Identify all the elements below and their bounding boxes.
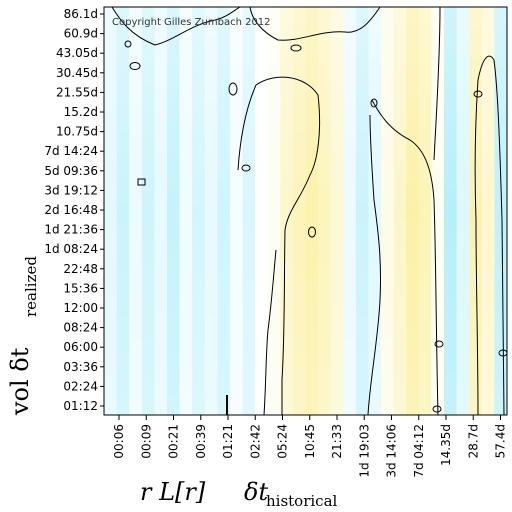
plot-frame	[103, 6, 508, 416]
y-tick-label: 30.45d	[56, 66, 98, 80]
y-tick-label: 02:24	[63, 379, 98, 393]
y-tick-label: 15:36	[63, 281, 98, 295]
y-tick-label: 3d 19:12	[44, 183, 98, 197]
contour-island-4	[137, 178, 146, 186]
x-axis-title-main: δt	[244, 478, 268, 506]
x-tick-label: 7d 04:12	[412, 424, 426, 478]
y-axis-title: vol δt realized	[6, 256, 40, 416]
y-axis-title-main: vol δt	[6, 347, 34, 416]
contour-island-5	[308, 226, 316, 238]
y-tick-label: 01:12	[63, 399, 98, 413]
y-tick-label: 2d 16:48	[44, 203, 98, 217]
x-tick-label: 21:33	[330, 424, 344, 459]
contour-line-8	[474, 55, 505, 415]
x-axis-prefix: r L[r]	[140, 478, 206, 506]
y-tick-label: 06:00	[63, 340, 98, 354]
x-tick-label: 02:42	[248, 424, 262, 459]
y-tick-label: 43.05d	[56, 46, 98, 60]
y-tick-label: 15.2d	[64, 105, 98, 119]
y-tick-label: 08:24	[63, 321, 98, 335]
y-tick-label: 03:36	[63, 360, 98, 374]
contour-lines	[111, 7, 507, 415]
y-axis-title-subscript: realized	[22, 256, 40, 317]
contour-island-8	[473, 90, 483, 98]
y-tick-label: 86.1d	[64, 7, 98, 21]
y-tick-label: 21.55d	[56, 85, 98, 99]
x-tick-label: 01:21	[221, 424, 235, 459]
y-tick-label: 5d 09:36	[44, 164, 98, 178]
x-tick-label: 10:45	[303, 424, 317, 459]
contour-line-7	[433, 7, 441, 161]
y-axis-ticks: 86.1d 60.9d 43.05d 30.45d 21.55d 15.2d 10.75d 7…	[44, 7, 104, 413]
contour-line-1	[111, 7, 241, 46]
contour-island-2	[228, 82, 238, 96]
y-tick-label: 12:00	[63, 301, 98, 315]
contour-island-7	[432, 405, 442, 413]
x-axis-title-subscript: historical	[266, 492, 338, 510]
x-tick-label: 00:06	[112, 424, 126, 459]
x-tick-label: 00:21	[167, 424, 181, 459]
x-tick-label: 1d 19:03	[357, 424, 371, 478]
contour-island-9	[498, 349, 507, 357]
x-tick-label: 28.7d	[466, 424, 480, 458]
contour-island-12	[124, 40, 132, 48]
x-tick-label: 00:39	[194, 424, 208, 459]
copyright-text: Copyright Gilles Zumbach 2012	[112, 17, 271, 28]
contour-line-5	[371, 99, 439, 415]
contour-line-4	[263, 249, 277, 415]
x-axis-ticks: 00:06 00:09 00:21 00:39 01:21 02:42 05:24 10:45…	[112, 415, 508, 478]
y-tick-label: 60.9d	[64, 27, 98, 41]
contour-line-2	[249, 7, 381, 41]
contour-line-6	[367, 114, 382, 415]
y-tick-label: 1d 08:24	[44, 242, 98, 256]
x-tick-label: 3d 14:06	[385, 424, 399, 478]
contour-line-3	[237, 76, 321, 415]
contour-island-10	[370, 98, 378, 108]
contour-island-11	[290, 44, 302, 52]
x-tick-label: 00:09	[139, 424, 153, 459]
y-tick-label: 10.75d	[56, 125, 98, 139]
y-tick-label: 22:48	[63, 262, 98, 276]
x-tick-label: 57.4d	[494, 424, 508, 458]
contour-island-6	[434, 340, 444, 348]
plot-shading	[104, 7, 507, 415]
contour-island-3	[241, 164, 251, 172]
contour-island-1	[129, 62, 141, 70]
y-tick-label: 7d 14:24	[44, 144, 98, 158]
x-tick-label: 14.35d	[439, 424, 453, 466]
y-tick-label: 1d 21:36	[44, 223, 98, 237]
x-tick-label: 05:24	[276, 424, 290, 459]
